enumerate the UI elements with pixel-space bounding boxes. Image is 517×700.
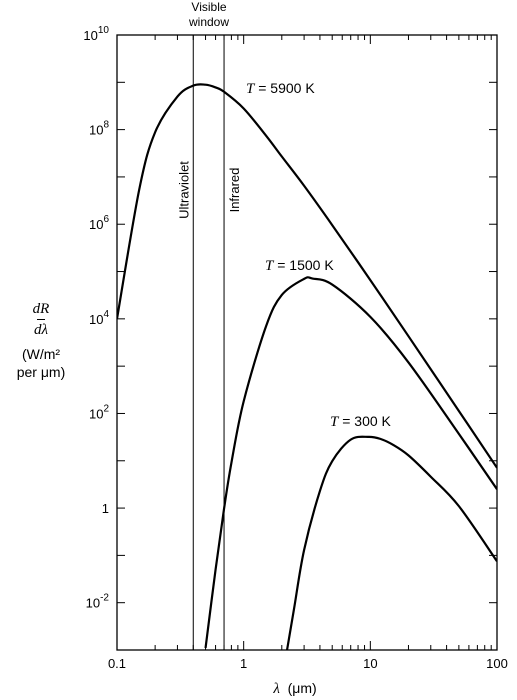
visible-window-label-line1: Visible: [191, 0, 227, 14]
visible-window-lines: Ultraviolet Infrared: [176, 35, 242, 650]
infrared-label: Infrared: [227, 168, 242, 213]
y-axis-unit-line2: per μm): [16, 364, 66, 380]
x-axis-unit: (μm): [287, 680, 317, 696]
visible-window-label-line2: window: [188, 15, 230, 29]
y-axis-unit-line1: (W/m²: [21, 346, 61, 362]
y-tick-label: 102: [89, 403, 109, 421]
x-axis-symbol: λ: [273, 681, 280, 697]
curves: T = 5900 K T = 1500 K T = 300 K: [117, 80, 497, 650]
curve-1500k: [204, 276, 497, 649]
y-axis-numerator: dR: [32, 301, 50, 317]
x-tick-label: 1: [240, 656, 247, 671]
y-tick-label: 108: [89, 120, 109, 138]
x-tick-label: 0.1: [108, 656, 126, 671]
y-tick-label: 104: [89, 309, 109, 327]
y-tick-label: 1: [102, 501, 109, 516]
plot-frame: [116, 34, 498, 651]
curve-label-300k: T = 300 K: [330, 413, 392, 430]
curve-label-1500k: T = 1500 K: [265, 257, 334, 274]
fraction-bar: [36, 319, 46, 320]
y-tick-label: 106: [89, 214, 109, 232]
y-axis-label: dR dλ (W/m² per μm): [6, 300, 76, 381]
y-tick-label: 10-2: [86, 593, 110, 611]
y-axis-denominator: dλ: [33, 322, 48, 338]
axis-ticks: [116, 34, 497, 651]
y-tick-label: 1010: [83, 25, 109, 43]
curve-5900k: [117, 83, 497, 469]
tick-labels: 10-2 1 102 104 106 108 1010 0.1 1 10 100: [83, 25, 507, 671]
x-tick-label: 100: [486, 656, 508, 671]
curve-300k: [285, 435, 497, 650]
x-tick-label: 10: [363, 656, 377, 671]
x-axis-label: λ (μm): [240, 680, 350, 698]
y-axis-fraction: dR dλ: [29, 300, 54, 339]
visible-window-label: Visible window: [164, 0, 254, 30]
ultraviolet-label: Ultraviolet: [176, 161, 191, 219]
curve-label-5900k: T = 5900 K: [246, 80, 315, 97]
